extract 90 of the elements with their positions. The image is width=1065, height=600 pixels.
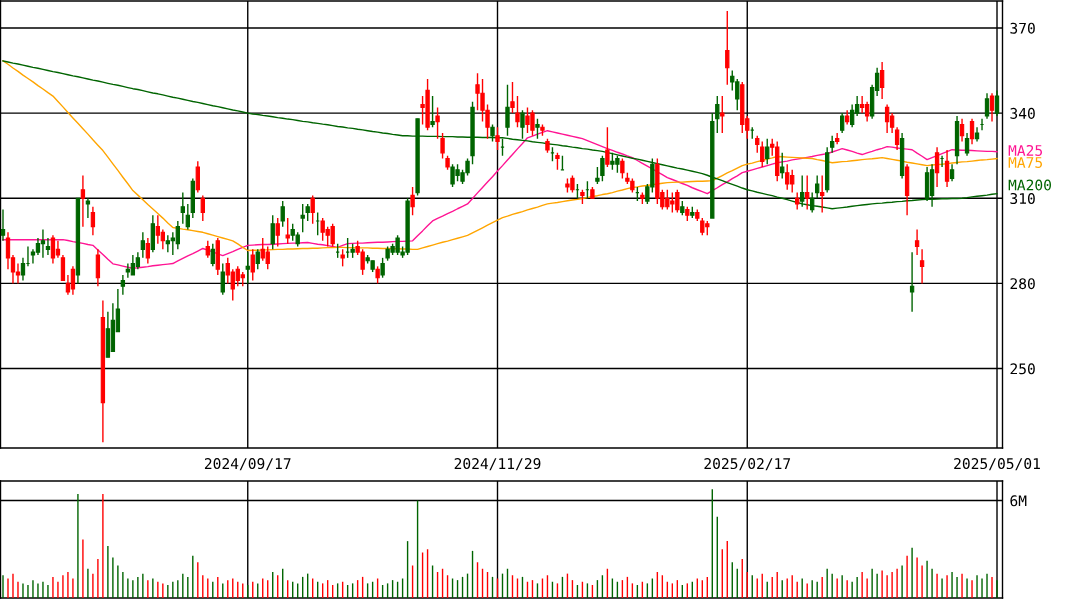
candlestick: [300, 203, 305, 233]
candlestick: [380, 257, 385, 279]
candlestick: [994, 89, 1000, 117]
candlestick: [180, 191, 185, 225]
candlestick: [969, 118, 975, 146]
y-tick-label: 370: [1010, 22, 1035, 34]
candlestick: [510, 81, 515, 114]
candlestick: [310, 194, 315, 225]
candlestick: [5, 231, 11, 270]
candlestick: [435, 106, 440, 140]
candlestick: [984, 92, 990, 120]
candlestick: [185, 203, 190, 231]
x-tick-label: 2024/11/29: [454, 458, 541, 471]
candlestick: [220, 262, 225, 296]
candlestick: [130, 254, 136, 276]
candlestick: [255, 248, 260, 270]
candlestick: [520, 109, 525, 140]
candlestick: [959, 118, 965, 143]
candlestick: [849, 103, 855, 128]
candlestick: [140, 231, 146, 259]
candlestick: [270, 214, 275, 251]
candlestick: [195, 160, 200, 194]
candlestick: [165, 234, 171, 253]
candlestick: [715, 95, 720, 134]
candlestick: [859, 95, 865, 114]
candlestick: [780, 152, 785, 180]
candlestick: [120, 274, 126, 296]
candlestick: [95, 248, 101, 287]
series-label: MA75: [1008, 157, 1043, 168]
candlestick: [864, 101, 870, 123]
candlestick: [515, 95, 520, 128]
candlestick: [245, 251, 250, 285]
candlestick: [894, 126, 900, 151]
candlestick: [760, 140, 765, 168]
candlestick: [145, 237, 151, 265]
candlestick: [210, 242, 215, 268]
candlestick: [0, 208, 6, 242]
candlestick: [535, 118, 540, 140]
candlestick: [785, 163, 790, 191]
candlestick: [879, 61, 885, 100]
series-label: MA200: [1008, 179, 1052, 191]
y-tick-label: 310: [1010, 193, 1035, 205]
candlestick: [280, 200, 285, 228]
candlestick: [60, 254, 66, 282]
candlestick: [40, 228, 46, 259]
candlestick: [155, 214, 161, 245]
x-tick-label: 2025/05/01: [954, 458, 1040, 471]
candlestick: [275, 217, 280, 248]
candlestick: [70, 265, 76, 296]
candlestick: [175, 220, 181, 251]
candlestick: [440, 132, 445, 160]
candlestick: [410, 186, 415, 216]
candlestick: [505, 84, 510, 137]
candlestick: [839, 112, 845, 134]
candlestick: [944, 149, 950, 188]
candlestick: [820, 174, 825, 214]
candlestick: [90, 206, 96, 236]
candlestick: [125, 262, 131, 279]
candlestick: [884, 103, 890, 134]
candlestick: [765, 137, 770, 165]
candlestick: [85, 197, 91, 219]
candlestick: [605, 126, 610, 168]
candlestick: [909, 251, 915, 313]
candlestick: [815, 174, 820, 199]
candlestick: [805, 174, 810, 211]
y-tick-label: 250: [1010, 363, 1035, 375]
candlestick: [495, 126, 500, 151]
candlestick: [620, 157, 625, 180]
candlestick: [914, 228, 920, 256]
x-tick-label: 2024/09/17: [204, 458, 291, 471]
candlestick: [285, 217, 290, 245]
y-tick-label: 6M: [1010, 495, 1027, 507]
candlestick: [200, 194, 205, 222]
y-tick-label: 280: [1010, 278, 1035, 290]
candlestick: [50, 234, 56, 265]
candlestick: [720, 95, 725, 134]
candlestick: [600, 154, 605, 182]
candlestick: [934, 146, 940, 188]
candlestick: [20, 257, 26, 282]
candlestick: [45, 237, 51, 256]
candlestick: [250, 248, 255, 282]
candlestick: [919, 248, 925, 285]
candlestick: [80, 174, 86, 228]
x-tick-label: 2025/02/17: [704, 458, 791, 471]
candlestick: [725, 10, 730, 86]
series-label: MA25: [1008, 144, 1043, 156]
y-tick-label: 340: [1010, 107, 1035, 119]
candlestick: [430, 95, 435, 128]
candlestick: [964, 132, 970, 157]
candlestick: [989, 92, 995, 123]
